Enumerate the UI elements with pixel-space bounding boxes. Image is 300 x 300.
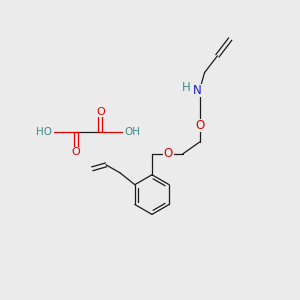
Text: O: O (96, 107, 105, 117)
Text: N: N (193, 84, 202, 97)
Text: HO: HO (36, 127, 52, 137)
Text: O: O (163, 148, 172, 160)
Text: O: O (71, 147, 80, 157)
Text: O: O (195, 119, 204, 132)
Text: H: H (182, 81, 191, 94)
Text: OH: OH (124, 127, 140, 137)
